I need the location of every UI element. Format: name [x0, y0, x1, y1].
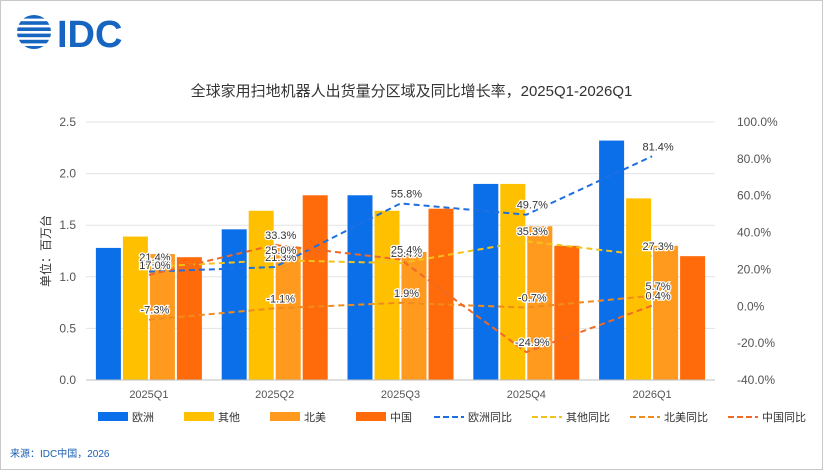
y2-tick-label: 20.0%: [737, 262, 771, 276]
data-label: 35.3%: [517, 226, 548, 238]
bar: [680, 256, 706, 380]
series-line: [148, 240, 653, 268]
y-axis-label: 单位：百万台: [38, 215, 53, 287]
y2-tick-label: -20.0%: [737, 336, 775, 350]
y-tick-label: 2.0: [59, 167, 76, 181]
x-tick-label: 2025Q1: [129, 389, 168, 401]
data-label: 17.0%: [139, 260, 170, 272]
y-tick-label: 2.5: [59, 115, 76, 129]
bar: [122, 236, 148, 380]
bar: [95, 247, 121, 380]
y-tick-label: 1.0: [59, 270, 76, 284]
axes-group: 0.0 0.5 1.0 1.5 2.0 2.5 -40.0% -20.0% 0.0% 20.0% 4…: [38, 115, 778, 401]
y2-tick-label: -40.0%: [737, 373, 775, 387]
legend-label: 北美同比: [664, 411, 708, 424]
bar: [554, 245, 580, 380]
series-line: [148, 243, 653, 354]
bar: [626, 198, 652, 380]
y-tick-label: 0.5: [59, 321, 76, 335]
bar: [653, 245, 679, 380]
y2-tick-label: 100.0%: [737, 115, 778, 129]
idc-logo: IDC: [17, 14, 122, 52]
legend-label: 欧洲同比: [468, 411, 512, 424]
legend-label: 中国: [390, 411, 412, 424]
legend-swatch: [184, 412, 214, 421]
data-label: 25.0%: [265, 245, 296, 257]
legend-label: 其他: [218, 411, 240, 424]
data-label: 27.3%: [642, 241, 673, 253]
data-label: 21.3%: [265, 252, 296, 264]
bar: [401, 252, 427, 380]
data-label-group: 18.8% 21.3% 55.8% 49.7% 81.4% 21.4% 25.0% 23.4%…: [138, 140, 675, 350]
legend-label: 北美: [304, 411, 326, 424]
x-tick-label: 2025Q2: [255, 389, 294, 401]
data-label: 18.8%: [139, 257, 170, 269]
legend-label: 欧洲: [132, 411, 154, 424]
bar: [221, 229, 247, 380]
bar: [599, 140, 625, 380]
logo-text: IDC: [57, 14, 122, 52]
legend-label: 其他同比: [566, 411, 610, 424]
bar: [302, 195, 328, 380]
bar: [428, 208, 454, 380]
legend: 欧洲 其他 北美 中国 欧洲同比 其他同比 北美同比 中国同比: [98, 411, 806, 424]
data-label: 5.7%: [646, 281, 671, 293]
bar: [527, 226, 553, 380]
series-line: [148, 155, 653, 273]
data-label: 55.8%: [391, 188, 422, 200]
data-label: 49.7%: [517, 200, 548, 212]
data-label: 21.4%: [139, 252, 170, 264]
series-line: [148, 294, 653, 321]
bar: [473, 183, 499, 380]
bar: [347, 195, 373, 380]
source-note: 来源：IDC中国，2026: [10, 449, 110, 460]
legend-swatch: [98, 412, 128, 421]
bar: [275, 247, 301, 380]
data-label: 0.4%: [646, 291, 671, 303]
y2-tick-label: 60.0%: [737, 189, 771, 203]
legend-swatch: [356, 412, 386, 421]
bar: [374, 210, 400, 380]
bar-group: [95, 140, 706, 380]
data-label: 81.4%: [642, 141, 673, 153]
x-tick-label: 2025Q4: [507, 389, 546, 401]
y2-tick-label: 80.0%: [737, 152, 771, 166]
data-label: 33.3%: [265, 230, 296, 242]
y2-tick-label: 40.0%: [737, 226, 771, 240]
data-label: -24.9%: [515, 337, 550, 349]
chart-title: 全球家用扫地机器人出货量分区域及同比增长率，2025Q1-2026Q1: [190, 83, 633, 100]
legend-swatch: [270, 412, 300, 421]
data-label: -1.1%: [266, 293, 295, 305]
y-tick-label: 0.0: [59, 373, 76, 387]
data-label: -0.7%: [518, 293, 547, 305]
data-label: 25.4%: [391, 244, 422, 256]
data-label: -7.3%: [141, 305, 170, 317]
y2-tick-label: 0.0%: [737, 299, 765, 313]
line-group: [148, 155, 653, 354]
x-tick-label: 2025Q3: [381, 389, 420, 401]
x-tick-label: 2026Q1: [633, 389, 672, 401]
data-label: 23.4%: [391, 248, 422, 260]
data-label: 1.9%: [394, 288, 419, 300]
bar: [248, 210, 274, 380]
y-tick-label: 1.5: [59, 218, 76, 232]
legend-label: 中国同比: [762, 411, 806, 424]
bar: [176, 257, 202, 380]
